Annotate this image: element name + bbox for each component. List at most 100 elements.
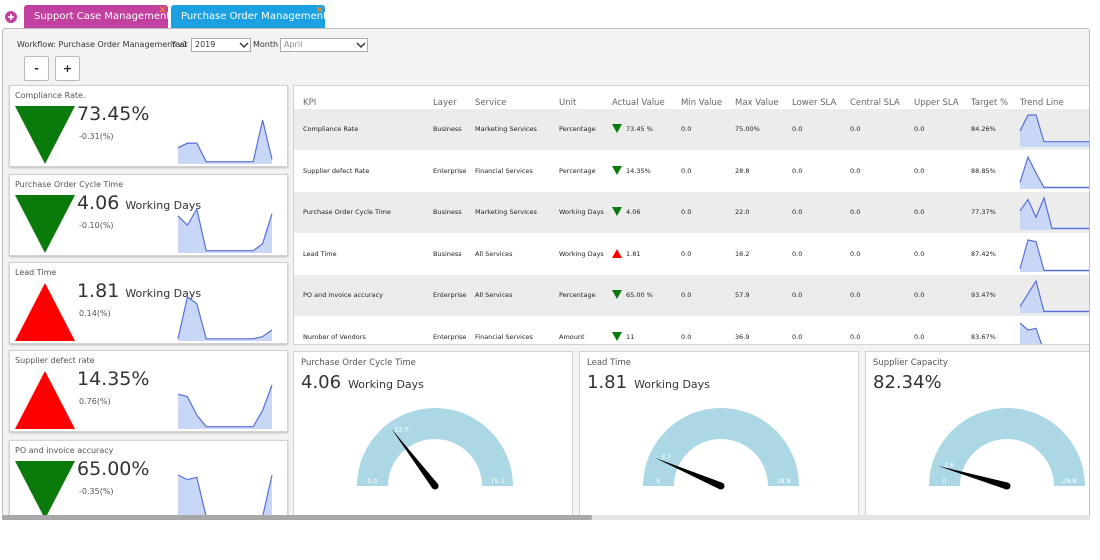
gauge-panel: Lead Time1.81Working Days028.83.7	[579, 351, 859, 520]
gauge: 0.075.122.0	[294, 352, 573, 520]
sparkline	[178, 297, 272, 341]
table-cell: 0.0	[681, 125, 691, 133]
gauge-min-label: 0	[942, 477, 946, 485]
gauge-arc	[643, 408, 799, 486]
sparkline	[178, 120, 272, 164]
table-cell: Lead Time	[303, 250, 337, 258]
table-cell: 0.0	[792, 250, 802, 258]
gauge-max-label: 75.1	[490, 477, 504, 485]
table-cell: 84.26%	[971, 125, 996, 133]
trend-icon	[15, 283, 75, 341]
sparkline	[1020, 323, 1090, 346]
table-row: Lead TimeBusinessAll ServicesWorking Day…	[294, 234, 1090, 275]
kpi-card: PO and invoice accuracy65.00%-0.35(%)	[9, 440, 288, 520]
select-value: 2019	[195, 40, 215, 49]
kpi-card: Purchase Order Cycle Time4.06Working Day…	[9, 174, 288, 256]
kpi-value: 73.45%	[77, 103, 149, 125]
select-chevron	[240, 42, 248, 48]
kpi-change: 0.76(%)	[79, 397, 111, 406]
table-cell: 11	[626, 333, 634, 341]
gauge-max-label: 28.8	[1062, 477, 1076, 485]
column-header: Central SLA	[850, 98, 900, 108]
table-cell: 0.0	[792, 333, 802, 341]
select[interactable]: April	[280, 38, 368, 52]
scroll-thumb[interactable]	[2, 515, 592, 520]
gauge-hub	[1004, 483, 1011, 490]
gauge-arc	[929, 408, 1085, 486]
zoom-button[interactable]: -	[24, 56, 49, 81]
gauge-max-label: 28.8	[776, 477, 790, 485]
year-label: Year	[171, 40, 188, 49]
table-cell: 0.0	[914, 333, 924, 341]
column-header: Target %	[971, 98, 1008, 108]
table-cell: All Services	[475, 291, 513, 299]
table-cell: Percentage	[559, 125, 596, 133]
sparkline	[178, 385, 272, 429]
kpi-value-row: 65.00%	[77, 458, 149, 480]
select[interactable]: 2019	[191, 38, 251, 52]
trend-arrow	[15, 371, 75, 429]
add-tab-icon[interactable]	[4, 10, 18, 24]
table-cell: Supplier defect Rate	[303, 167, 369, 175]
kpi-change: 0.14(%)	[79, 309, 111, 318]
table-cell: 0.0	[850, 125, 860, 133]
kpi-value: 14.35%	[77, 368, 149, 390]
kpi-table: KPILayerServiceUnitActual ValueMin Value…	[293, 85, 1090, 345]
gauge-needle-label: 22.0	[394, 425, 408, 433]
trend-arrow	[612, 207, 622, 216]
table-cell: Percentage	[559, 167, 596, 175]
table-cell: 0.0	[792, 125, 802, 133]
kpi-card: Compliance Rate.73.45%-0.31(%)	[9, 85, 288, 167]
tab-close	[317, 7, 322, 12]
zoom-button[interactable]: +	[55, 56, 80, 81]
trend-icon	[612, 249, 622, 258]
table-cell: Marketing Services	[475, 208, 537, 216]
table-cell: Marketing Services	[475, 125, 537, 133]
kpi-title: Supplier defect rate	[15, 356, 95, 365]
sparkline	[1020, 115, 1090, 147]
table-cell: 65.00 %	[626, 291, 653, 299]
table-cell: 83.67%	[971, 333, 996, 341]
trend-arrow	[612, 249, 622, 258]
table-cell: 0.0	[914, 167, 924, 175]
trend-icon	[612, 207, 622, 216]
sparkline	[1020, 281, 1090, 313]
tab-label: Support Case Management	[34, 11, 170, 22]
table-cell: 0.0	[914, 208, 924, 216]
table-cell: 0.0	[850, 291, 860, 299]
trend-arrow	[612, 166, 622, 175]
main-panel: Workflow: Purchase Order Management v1Ye…	[2, 28, 1090, 520]
column-header: Unit	[559, 98, 576, 108]
table-cell: 0.0	[792, 167, 802, 175]
table-cell: 57.9	[735, 291, 749, 299]
column-header: Min Value	[681, 98, 722, 108]
table-cell: Business	[433, 125, 462, 133]
table-cell: 0.0	[681, 208, 691, 216]
trend-icon	[15, 461, 75, 519]
column-header: Trend Line	[1020, 98, 1064, 108]
column-header: Service	[475, 98, 506, 108]
gauge-min-label: 0	[656, 477, 660, 485]
table-cell: 88.85%	[971, 167, 996, 175]
table-cell: 0.0	[681, 333, 691, 341]
kpi-card: Supplier defect rate 14.35% 0.76(%)	[9, 350, 288, 432]
trend-icon	[612, 332, 622, 341]
table-cell: 93.47%	[971, 291, 996, 299]
table-cell: Business	[433, 208, 462, 216]
kpi-value: 1.81	[77, 280, 119, 302]
column-header: Upper SLA	[914, 98, 959, 108]
sparkline	[1020, 198, 1090, 230]
kpi-value-row: 14.35%	[77, 368, 149, 390]
kpi-title: Purchase Order Cycle Time	[15, 180, 123, 189]
gauge-needle-label: 2.6	[944, 461, 954, 469]
tab[interactable]: Purchase Order Management	[171, 5, 325, 28]
trend-arrow	[15, 195, 75, 253]
table-cell: Number of Vendors	[303, 333, 366, 341]
gauge-arc	[357, 408, 513, 486]
table-cell: 0.0	[681, 167, 691, 175]
trend-icon	[15, 106, 75, 164]
kpi-change: -0.35(%)	[79, 487, 114, 496]
table-cell: 0.0	[792, 291, 802, 299]
table-cell: Working Days	[559, 208, 604, 216]
tab[interactable]: Support Case Management	[24, 5, 168, 28]
